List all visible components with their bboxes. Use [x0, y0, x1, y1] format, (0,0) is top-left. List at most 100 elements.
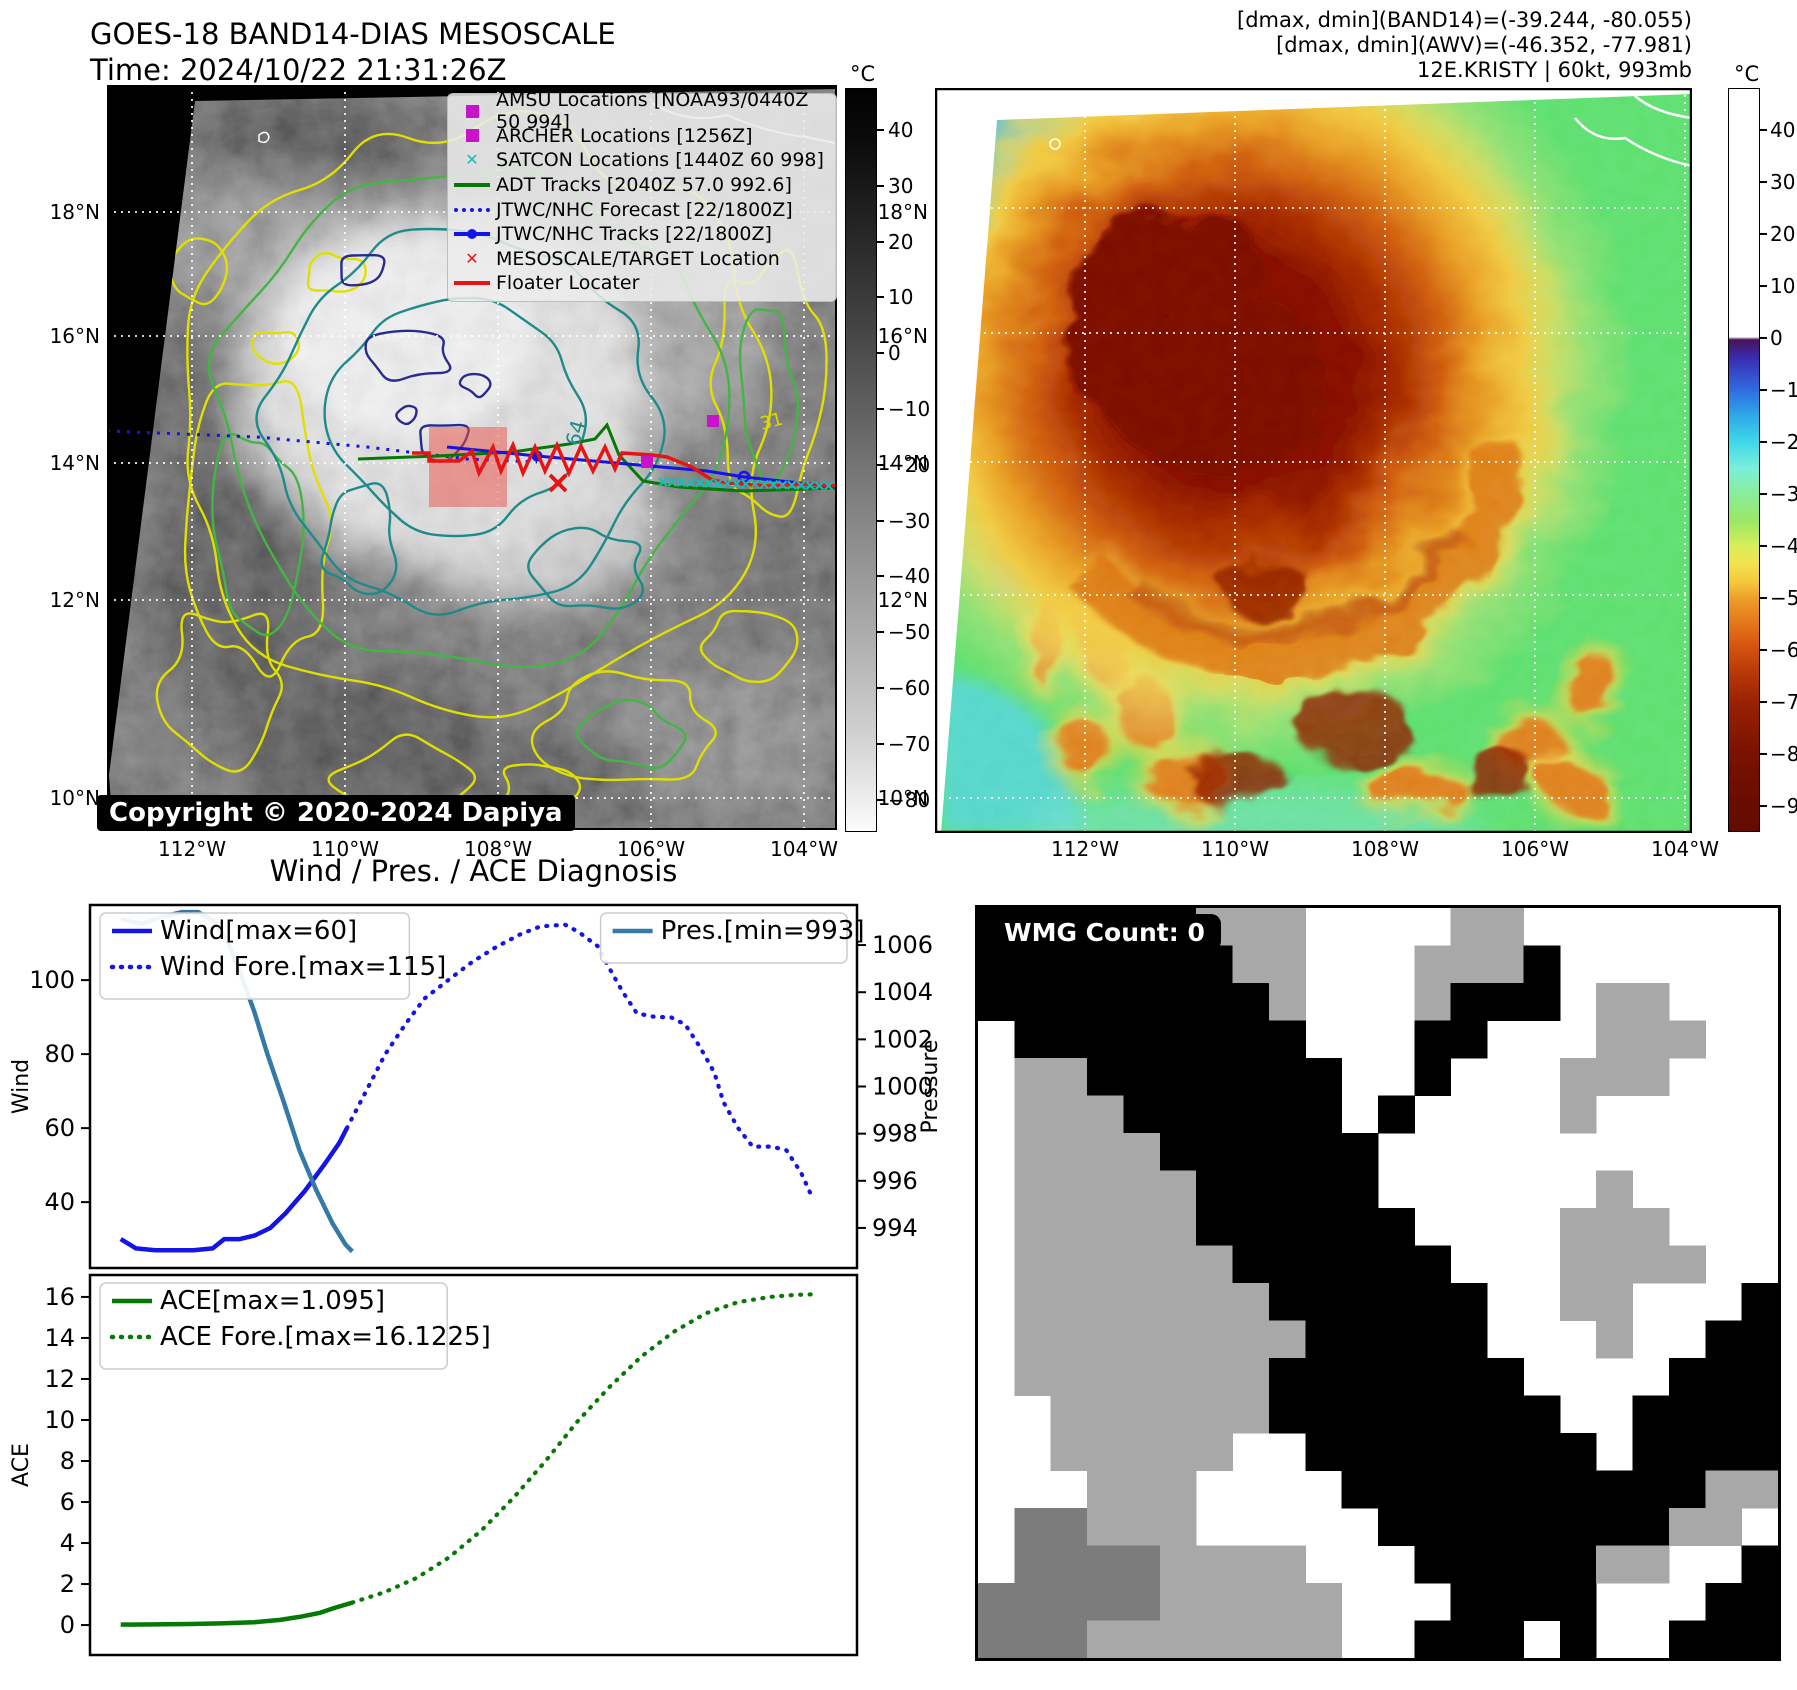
colorbar-tick: [1759, 285, 1767, 287]
lat-tick-label: 16°N: [877, 324, 928, 348]
colorbar-tick-label: 40: [888, 118, 914, 142]
lon-tick-label: 112°W: [1051, 837, 1119, 861]
archer-location-marker: [641, 456, 653, 468]
square-legend-icon: [448, 129, 496, 143]
legend-item-label: ARCHER Locations [1256Z]: [496, 124, 753, 147]
lat-tick-label: 12°N: [877, 588, 928, 612]
y-tick-label-right: 994: [872, 1214, 918, 1242]
colorbar-tick: [1759, 337, 1767, 339]
line-dot-legend-icon: [448, 228, 496, 239]
legend-item: ARCHER Locations [1256Z]: [448, 124, 836, 149]
storm-id-intensity: 12E.KRISTY | 60kt, 993mb: [1417, 58, 1692, 82]
chart-legend-label: Pres.[min=993]: [661, 916, 865, 946]
wmg-count-label: WMG Count: 0: [1004, 918, 1205, 947]
colorbar-tick-label: 30: [888, 173, 914, 198]
colorbar-tick: [876, 798, 884, 801]
lon-tick-label: 106°W: [1501, 837, 1569, 861]
lon-tick-label: 106°W: [617, 837, 685, 861]
dmax-awv: [dmax, dmin](AWV)=(-46.352, -77.981): [1276, 33, 1692, 57]
colorbar-tick: [1759, 493, 1767, 495]
lon-tick-label: 108°W: [464, 837, 532, 861]
y-tick-label: 80: [44, 1040, 75, 1068]
wmg-class-grid: [978, 908, 1779, 1659]
colorbar-grayscale: [845, 88, 877, 832]
storm-stats-header: [dmax, dmin](BAND14)=(-39.244, -80.055) …: [1237, 8, 1692, 83]
colorbar-tick-label: 20: [1770, 222, 1796, 246]
cross-legend-icon: ✕: [465, 248, 479, 268]
jtwc-track-line: [446, 445, 837, 489]
y-tick-label-right: 998: [872, 1120, 918, 1148]
colorbar-tick-label: 30: [1770, 170, 1796, 194]
colorbar-tick-label: −80: [1770, 742, 1797, 766]
lon-tick-label: 104°W: [1651, 837, 1719, 861]
colorbar-tick: [876, 575, 884, 578]
chart-frame: [88, 1273, 859, 1657]
lat-tick-label: 14°N: [877, 451, 928, 475]
lon-tick-label: 110°W: [311, 837, 379, 861]
chart-legend-label: ACE Fore.[max=16.1225]: [160, 1322, 491, 1352]
chart-legend-box: [99, 1282, 448, 1370]
wmg-count-badge: WMG Count: 0: [988, 914, 1221, 951]
charts-title: Wind / Pres. / ACE Diagnosis: [269, 854, 678, 888]
chart-legend-box: [99, 912, 411, 1000]
colorbar-tick-label: −10: [888, 397, 931, 421]
y-tick-label: 16: [44, 1283, 75, 1311]
colorbar-tick-label: −60: [888, 676, 931, 700]
lon-tick-label: 112°W: [158, 837, 226, 861]
y-tick-label: 0: [60, 1611, 75, 1639]
colorbar-tick: [1759, 545, 1767, 547]
y-axis-label: ACE: [9, 1443, 34, 1487]
colorbar-tick-label: −60: [1770, 638, 1797, 662]
colorbar-tick: [1759, 129, 1767, 131]
legend-item: ✕ SATCON Locations [1440Z 60 998]: [448, 148, 836, 173]
y-tick-label: 100: [29, 966, 75, 994]
latlon-grid: [935, 88, 1692, 833]
y-tick-label-right: 1006: [872, 931, 933, 959]
colorbar-tick: [876, 184, 884, 187]
colorbar-tick: [876, 687, 884, 689]
mesoscale-target-x-icon: [548, 473, 568, 493]
legend-item: ADT Tracks [2040Z 57.0 992.6]: [448, 173, 836, 198]
legend-item-label: Floater Locater: [496, 272, 640, 295]
colorbar-tick: [876, 240, 884, 243]
y-tick-label: 6: [60, 1488, 75, 1516]
figure-title: GOES-18 BAND14-DIAS MESOSCALE Time: 2024…: [90, 16, 616, 88]
colorbar-tick: [876, 519, 884, 522]
series-dotted: [350, 1292, 814, 1605]
colorbar-tick-label: −20: [888, 452, 931, 477]
colorbar-tick-label: −80: [888, 787, 931, 812]
colorbar-tick: [1759, 181, 1767, 183]
colorbar-tick-label: −10: [1770, 378, 1797, 402]
lon-tick-label: 110°W: [1201, 837, 1269, 861]
colorbar-tick-label: −70: [1770, 690, 1797, 714]
cross-legend-icon: ✕: [465, 150, 479, 170]
colorbar-tick-label: −90: [1770, 794, 1797, 818]
colorbar-tick: [1759, 233, 1767, 235]
colorbar-tick: [876, 742, 884, 745]
colorbar-tick-label: 40: [1770, 118, 1796, 142]
legend-item-label: MESOSCALE/TARGET Location: [496, 247, 780, 270]
chart-legend-label: Wind[max=60]: [160, 916, 357, 946]
y-tick-label-right: 1000: [872, 1073, 933, 1101]
lon-tick-label: 104°W: [770, 837, 838, 861]
colorbar-tick: [1759, 441, 1767, 443]
series-solid: [119, 1127, 349, 1253]
legend-item-label: ADT Tracks [2040Z 57.0 992.6]: [496, 174, 792, 197]
y-tick-label-right: 1004: [872, 978, 933, 1006]
map-legend: AMSU Locations [NOAA93/0440Z 50 994] ARCH…: [447, 89, 837, 302]
colorbar-tick: [876, 352, 884, 355]
colorbar-rainbow: [1728, 88, 1760, 832]
colorbar-tick-label: −40: [1770, 534, 1797, 558]
colorbar-tick-label: −50: [888, 620, 931, 645]
colorbar-left-unit: °C: [850, 62, 876, 86]
colorbar-tick: [876, 463, 884, 466]
lat-tick-label: 10°N: [877, 786, 928, 810]
floater-locater-line: [412, 440, 837, 488]
satcon-markers: [658, 477, 834, 491]
wmg-classification-panel: [975, 905, 1781, 1661]
colorbar-tick: [876, 296, 884, 299]
legend-item-label: AMSU Locations [NOAA93/0440Z 50 994]: [496, 89, 809, 134]
legend-item-label: JTWC/NHC Tracks [22/1800Z]: [496, 223, 772, 246]
colorbar-tick-label: 0: [1770, 326, 1783, 350]
